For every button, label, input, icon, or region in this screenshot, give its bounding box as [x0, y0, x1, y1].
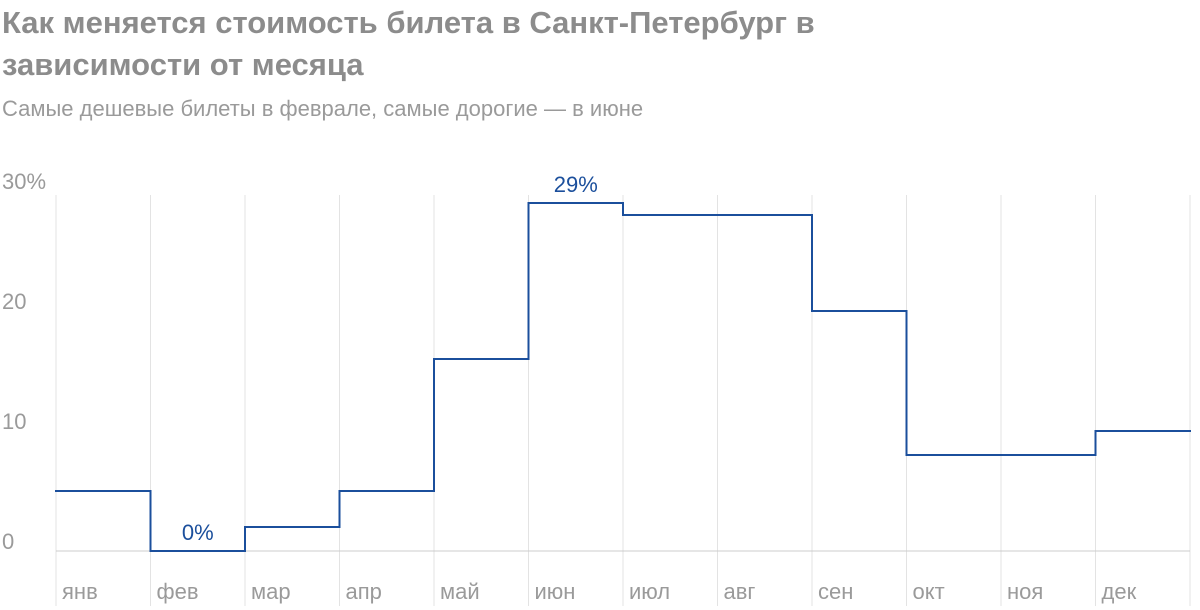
- y-tick-label: 20: [2, 289, 26, 314]
- x-tick-label: окт: [913, 579, 945, 604]
- y-tick-label: 30%: [2, 169, 46, 194]
- value-label: 29%: [554, 172, 598, 197]
- x-tick-label: июн: [535, 579, 576, 604]
- x-tick-label: май: [440, 579, 480, 604]
- x-tick-label: апр: [346, 579, 382, 604]
- x-tick-label: мар: [251, 579, 291, 604]
- x-tick-label: янв: [62, 579, 98, 604]
- x-tick-label: ноя: [1007, 579, 1043, 604]
- value-label: 0%: [182, 520, 214, 545]
- x-tick-label: авг: [724, 579, 756, 604]
- x-tick-label: июл: [629, 579, 670, 604]
- x-tick-label: фев: [157, 579, 199, 604]
- chart-subtitle: Самые дешевые билеты в феврале, самые до…: [2, 96, 644, 121]
- chart-title: Как меняется стоимость билета в Санкт-Пе…: [2, 5, 815, 82]
- y-tick-label: 0: [2, 529, 14, 554]
- y-tick-label: 10: [2, 409, 26, 434]
- x-tick-label: дек: [1102, 579, 1137, 604]
- x-tick-label: сен: [818, 579, 853, 604]
